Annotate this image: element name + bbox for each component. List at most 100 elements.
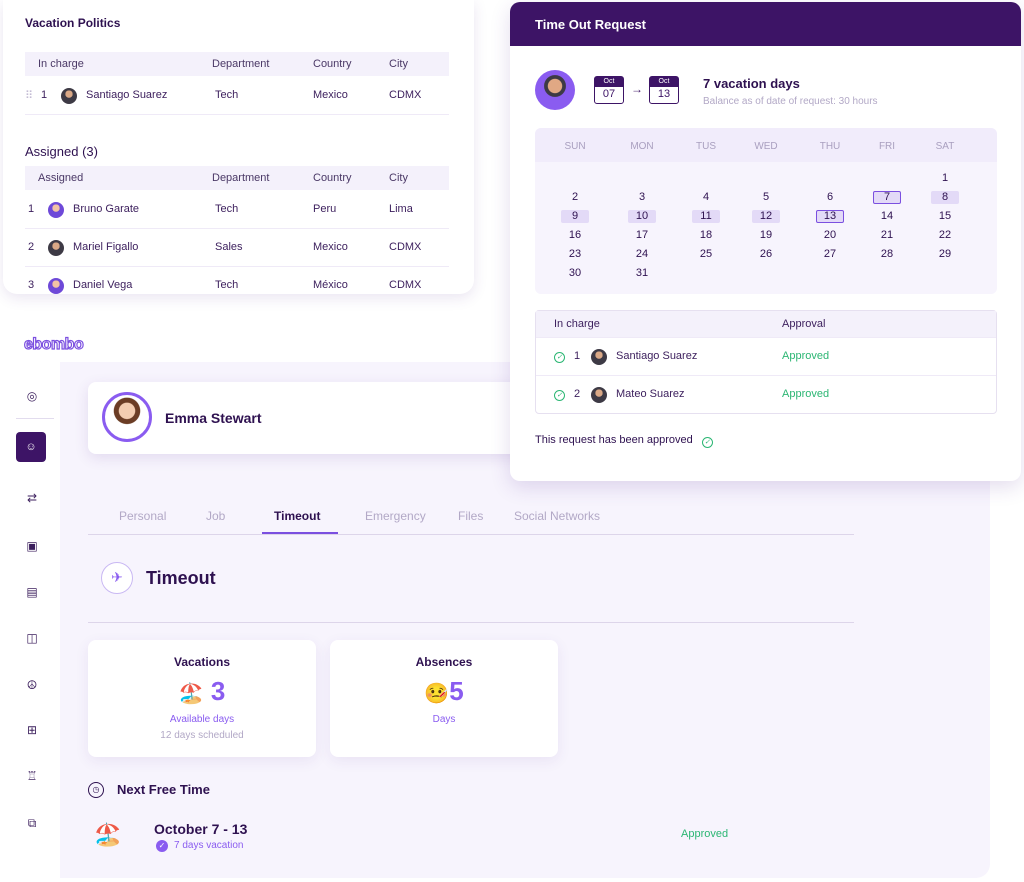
trophy-icon[interactable]: ♖	[26, 769, 38, 783]
grid-icon[interactable]: ⊞	[26, 723, 38, 737]
calendar-day[interactable]: 27	[823, 248, 837, 260]
smile-icon[interactable]: ☺	[16, 432, 46, 462]
profile-card	[88, 382, 558, 454]
column-header: City	[389, 58, 408, 70]
avatar	[535, 70, 575, 110]
approval-note: This request has been approved ✓	[535, 434, 713, 448]
department: Tech	[215, 89, 239, 101]
calendar-day[interactable]: 15	[938, 210, 952, 222]
vacation-politics-title: Vacation Politics	[25, 16, 121, 30]
swap-icon[interactable]: ⇄	[26, 491, 38, 505]
profile-name: Emma Stewart	[165, 410, 262, 426]
time-out-request-card: Time Out Request Oct 07 → Oct 13 7 vacat…	[510, 2, 1021, 481]
calendar-day[interactable]: 24	[635, 248, 649, 260]
airplane-icon: ✈	[101, 562, 133, 594]
assigned-table-header: Assigned Department Country City	[25, 166, 449, 190]
drag-handle-icon[interactable]: ⠿	[25, 90, 34, 102]
beach-icon: 🏖️	[178, 683, 204, 705]
weekday-label: WED	[754, 141, 778, 152]
user-circle-icon[interactable]: ◎	[26, 389, 38, 403]
calendar-day[interactable]: 11	[692, 210, 720, 223]
start-date: Oct 07	[594, 76, 624, 104]
assigned-title: Assigned (3)	[25, 144, 98, 159]
absences-card: Absences 🤒5 Days	[330, 640, 558, 757]
calendar-day[interactable]: 3	[638, 191, 646, 203]
column-header: In charge	[38, 58, 84, 70]
person-name: Mateo Suarez	[616, 388, 685, 400]
calendar-day[interactable]: 4	[702, 191, 710, 203]
status-badge: Approved	[782, 350, 830, 362]
tab-timeout[interactable]: Timeout	[274, 509, 321, 523]
table-row[interactable]: ✓ 1 Santiago Suarez Approved	[536, 337, 996, 375]
tab-personal[interactable]: Personal	[119, 509, 167, 523]
calendar-day[interactable]: 1	[941, 172, 949, 184]
approval-table: In charge Approval ✓ 1 Santiago Suarez A…	[535, 310, 997, 414]
calendar-day[interactable]: 20	[823, 229, 837, 241]
calendar-day[interactable]: 16	[568, 229, 582, 241]
avatar	[591, 349, 607, 365]
ebombo-logo[interactable]: ebombo	[23, 335, 84, 353]
calendar-day[interactable]: 10	[628, 210, 656, 223]
calendar-day[interactable]: 2	[571, 191, 579, 203]
calendar-day[interactable]: 9	[561, 210, 589, 223]
tab-emergency[interactable]: Emergency	[365, 509, 426, 523]
avatar	[48, 240, 64, 256]
arrow-right-icon: →	[631, 82, 643, 96]
tab-job[interactable]: Job	[206, 509, 226, 523]
check-circle-icon: ✓	[554, 390, 565, 401]
check-circle-icon: ✓	[554, 352, 565, 363]
calendar-day[interactable]: 28	[880, 248, 894, 260]
check-circle-icon: ✓	[701, 437, 713, 448]
calendar-day[interactable]: 21	[880, 229, 894, 241]
calendar-day[interactable]: 22	[938, 229, 952, 241]
calendar: SUN MON TUS WED THU FRI SAT 1 2 3 4 5 6 7 8 9 10 11 12 13 14…	[535, 128, 997, 294]
document-icon[interactable]: ▤	[26, 585, 38, 599]
calendar-day[interactable]: 26	[759, 248, 773, 260]
table-row[interactable]: 2 Mariel Figallo Sales Mexico CDMX	[25, 229, 449, 267]
calendar-day[interactable]: 18	[699, 229, 713, 241]
calendar-day[interactable]: 30	[568, 267, 582, 279]
calendar-day[interactable]: 14	[880, 210, 894, 222]
column-header: Department	[212, 58, 270, 70]
calendar-day[interactable]: 23	[568, 248, 582, 260]
calendar-day[interactable]: 17	[635, 229, 649, 241]
sidebar: ◎ ☺ ⇄ ▣ ▤ ◫ ☮ ⊞ ♖ ⧉	[14, 378, 54, 848]
person-name: Mariel Figallo	[73, 241, 139, 253]
row-number: 2	[28, 241, 35, 253]
next-free-time-title: Next Free Time	[117, 782, 210, 797]
start-month: Oct	[595, 77, 623, 87]
next-free-time-detail: 7 days vacation	[174, 840, 244, 851]
presentation-icon[interactable]: ⧉	[27, 816, 37, 830]
person-name: Santiago Suarez	[616, 350, 698, 362]
peace-icon[interactable]: ☮	[26, 678, 38, 692]
table-row[interactable]: ✓ 2 Mateo Suarez Approved	[536, 375, 996, 413]
table-row[interactable]: 1 Bruno Garate Tech Peru Lima	[25, 191, 449, 229]
person-name: Bruno Garate	[73, 203, 140, 215]
calendar-day[interactable]: 13	[816, 210, 844, 223]
column-header: In charge	[554, 318, 600, 330]
calendar-day[interactable]: 8	[931, 191, 959, 204]
absences-label: Absences	[415, 655, 473, 669]
calendar-day[interactable]: 7	[873, 191, 901, 204]
calendar-day[interactable]: 6	[826, 191, 834, 203]
in-charge-table-header: In charge Department Country City	[25, 52, 449, 76]
calendar-day[interactable]: 29	[938, 248, 952, 260]
calendar-day[interactable]: 31	[635, 267, 649, 279]
status-badge: Approved	[681, 828, 729, 840]
badge-icon[interactable]: ▣	[26, 539, 38, 553]
department: Tech	[215, 203, 239, 215]
tab-social-networks[interactable]: Social Networks	[514, 509, 601, 523]
calendar-day[interactable]: 19	[759, 229, 773, 241]
calendar-day[interactable]: 25	[699, 248, 713, 260]
approval-note-text: This request has been approved	[535, 434, 693, 446]
calendar-day[interactable]: 5	[762, 191, 770, 203]
book-icon[interactable]: ◫	[26, 631, 38, 645]
country: Mexico	[313, 241, 348, 253]
table-row[interactable]: ⠿ 1 Santiago Suarez Tech Mexico CDMX	[25, 77, 449, 115]
tab-files[interactable]: Files	[458, 509, 484, 523]
calendar-day[interactable]: 12	[752, 210, 780, 223]
table-row[interactable]: 3 Daniel Vega Tech México CDMX	[25, 267, 449, 294]
column-header: Department	[212, 172, 270, 184]
vacations-sub: Available days	[169, 714, 235, 725]
end-day: 13	[657, 88, 671, 100]
